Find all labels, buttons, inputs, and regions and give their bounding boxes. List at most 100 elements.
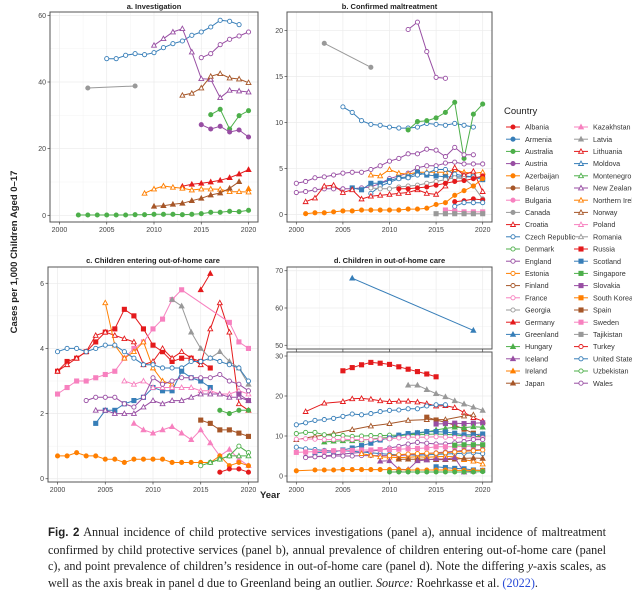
- data-point: [470, 448, 476, 454]
- data-point: [386, 436, 393, 442]
- data-point: [160, 45, 167, 51]
- data-point: [245, 398, 252, 404]
- data-point: [396, 207, 402, 213]
- data-point: [349, 274, 356, 281]
- legend-marker: [577, 135, 585, 142]
- data-point: [75, 212, 81, 218]
- data-point: [368, 447, 374, 453]
- data-point: [217, 94, 224, 101]
- series-northern-ireland: [141, 182, 252, 196]
- data-point: [188, 358, 194, 365]
- data-point: [198, 417, 204, 423]
- data-point: [339, 398, 347, 404]
- data-point: [442, 444, 448, 450]
- data-point: [404, 381, 412, 388]
- data-point: [121, 306, 127, 312]
- data-point: [207, 185, 214, 192]
- data-point: [226, 74, 233, 81]
- legend-item-new-zealand: New Zealand: [574, 184, 632, 193]
- data-point: [150, 375, 156, 381]
- x-tick-label: 2010: [382, 227, 398, 234]
- y-tick-label: 6: [40, 281, 44, 288]
- data-point: [303, 189, 309, 195]
- data-point: [396, 435, 402, 441]
- data-point: [168, 354, 176, 361]
- data-point: [424, 49, 430, 55]
- series-croatia: [302, 164, 486, 205]
- data-point: [168, 296, 176, 302]
- data-point: [479, 423, 486, 430]
- data-point: [349, 453, 355, 459]
- data-point: [227, 36, 233, 42]
- data-point: [245, 469, 252, 475]
- data-point: [461, 188, 467, 194]
- data-point: [480, 442, 486, 448]
- data-point: [331, 415, 337, 421]
- data-point: [178, 397, 185, 403]
- legend-label: Wales: [593, 379, 613, 388]
- data-point: [340, 453, 346, 459]
- data-point: [452, 430, 458, 436]
- legend-marker: [510, 307, 516, 313]
- data-point: [414, 151, 421, 157]
- data-point: [226, 188, 233, 195]
- citation-link[interactable]: (2022): [502, 575, 535, 590]
- data-point: [179, 375, 185, 381]
- caption-source-text: Roehrkasse et al.: [413, 575, 503, 590]
- data-point: [293, 180, 299, 186]
- x-tick-label: 2020: [241, 487, 257, 494]
- data-point: [340, 104, 346, 110]
- x-axis-label: Year: [260, 490, 280, 501]
- data-point: [395, 189, 402, 196]
- y-tick-label: 0: [42, 213, 46, 220]
- data-point: [227, 18, 233, 24]
- data-point: [198, 194, 205, 201]
- data-point: [331, 453, 337, 459]
- data-point: [150, 326, 156, 332]
- data-point: [377, 467, 383, 473]
- data-point: [217, 358, 223, 365]
- data-point: [331, 209, 337, 215]
- data-point: [414, 406, 421, 412]
- legend-marker: [510, 234, 516, 240]
- data-point: [479, 406, 486, 413]
- data-point: [198, 55, 204, 61]
- legend-label: Denmark: [525, 245, 555, 254]
- data-point: [303, 211, 309, 217]
- data-point: [442, 434, 448, 440]
- data-point: [480, 176, 486, 182]
- data-point: [179, 184, 186, 191]
- data-point: [330, 181, 337, 188]
- series-line: [324, 42, 372, 68]
- data-point: [452, 199, 458, 205]
- data-point: [178, 348, 185, 355]
- data-point: [83, 349, 89, 355]
- data-point: [414, 445, 421, 451]
- caption-italic-y: y: [527, 559, 534, 574]
- legend-marker: [577, 196, 585, 203]
- data-point: [405, 434, 411, 440]
- x-tick-label: 2015: [428, 227, 444, 234]
- legend-marker: [578, 307, 584, 313]
- legend-item-russia: Russia: [574, 245, 615, 254]
- data-point: [149, 364, 157, 371]
- data-point: [368, 437, 374, 443]
- data-point: [312, 454, 318, 460]
- data-point: [405, 26, 411, 33]
- data-point: [198, 84, 205, 91]
- data-point: [188, 180, 195, 187]
- legend-marker: [509, 355, 517, 362]
- data-point: [130, 410, 138, 416]
- series-line: [398, 175, 483, 190]
- legend-marker: [509, 343, 517, 349]
- data-point: [188, 328, 195, 335]
- data-point: [452, 442, 458, 448]
- data-point: [293, 422, 299, 428]
- data-point: [159, 400, 166, 407]
- legend-label: Montenegro: [593, 171, 631, 180]
- data-point: [395, 455, 402, 462]
- data-point: [236, 127, 242, 133]
- data-point: [169, 378, 175, 384]
- legend-item-ireland: Ireland: [506, 367, 547, 376]
